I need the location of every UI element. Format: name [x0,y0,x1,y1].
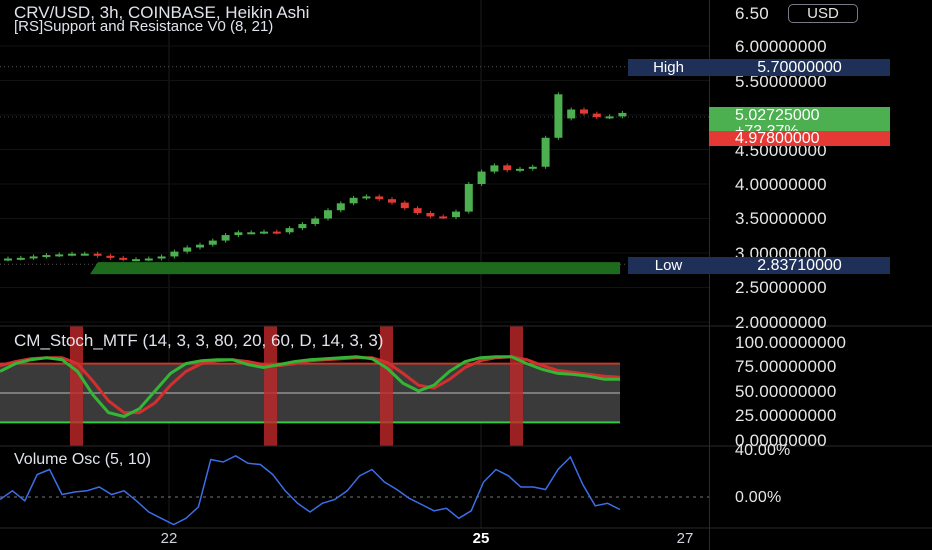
candle [247,232,256,235]
volume-osc-line [0,454,621,526]
stoch-tick: 0.00000000 [735,431,827,450]
candle [119,257,128,260]
symbol-title[interactable]: CRV/USD, 3h, COINBASE, Heikin Ashi [14,3,310,22]
candle [605,116,614,119]
candle [541,137,550,167]
prev-price: 4.97800000 [735,130,820,147]
candle [311,218,320,225]
candle [42,255,51,258]
candle [580,109,588,114]
price-tick: 4.00000000 [735,175,827,194]
candle [132,259,140,262]
candle [157,256,166,259]
volume-tick: 0.00% [735,489,782,506]
volume-osc-label[interactable]: Volume Osc (5, 10) [14,451,151,468]
candle [618,112,627,117]
stoch-tick: 25.00000000 [735,406,837,425]
candle [388,199,396,203]
candle [439,216,448,219]
stoch-tick: 75.00000000 [735,357,837,376]
stoch-cross-marker [264,326,277,446]
candle [426,212,435,217]
candle [144,258,153,261]
candle [516,168,524,171]
candle [234,232,243,236]
candle [413,208,422,213]
price-tick: 2.00000000 [735,313,827,332]
candle [4,258,12,261]
candle [80,253,89,256]
candle [29,256,38,259]
high-value: 5.70000000 [709,59,890,76]
stoch-cross-marker [380,326,393,446]
last-price: 5.02725000 [735,107,820,124]
candle [375,196,384,200]
candle [336,203,345,211]
price-tick: 2.50000000 [735,278,827,297]
low-value: 2.83710000 [709,257,890,274]
stoch-k-line [0,355,620,419]
candle [272,231,281,234]
candle [592,113,601,118]
time-tick: 22 [160,530,178,547]
candle [221,235,230,241]
candle [298,224,307,229]
candle [208,240,217,245]
candle [183,247,192,252]
low-label: Low [628,257,709,274]
support-zone-bar [90,262,620,275]
candle [452,211,460,218]
candle [68,253,76,256]
price-tick: 5.50000000 [735,72,827,91]
prev-price-badge [709,131,890,146]
candle [362,196,371,199]
volume-tick: 40.00% [735,442,791,459]
candle [567,109,576,119]
candle [349,197,358,204]
volume-pane [0,454,709,526]
time-tick: 25 [472,530,490,547]
price-tick: 6.00000000 [735,37,827,56]
stoch-indicator-label[interactable]: CM_Stoch_MTF (14, 3, 3, 80, 20, 60, D, 1… [14,331,384,350]
candle [170,251,179,257]
candle [400,202,409,209]
candle [554,94,563,138]
candle [528,166,537,169]
price-tick: 3.50000000 [735,209,827,228]
candle [55,254,64,257]
price-tick: 6.50 [735,4,769,23]
high-label: High [628,59,709,76]
stoch-cross-marker [70,326,83,446]
candle [477,171,486,184]
time-tick: 27 [676,530,694,547]
candle [490,165,499,172]
candle [260,231,268,234]
candles [4,92,627,262]
candle [196,244,204,248]
candle [464,184,473,212]
indicator-label[interactable]: [RS]Support and Resistance V0 (8, 21) [14,18,274,35]
candle [285,228,294,233]
stoch-tick: 50.00000000 [735,382,837,401]
candle [503,165,512,171]
candle [93,253,102,256]
stoch-cross-marker [510,326,523,446]
candle [324,210,332,219]
support-zone [90,262,620,275]
candle [16,257,25,260]
currency-selector[interactable]: USD [788,4,858,23]
stoch-pane [0,326,621,446]
stoch-tick: 100.00000000 [735,333,847,352]
candle [106,255,115,258]
